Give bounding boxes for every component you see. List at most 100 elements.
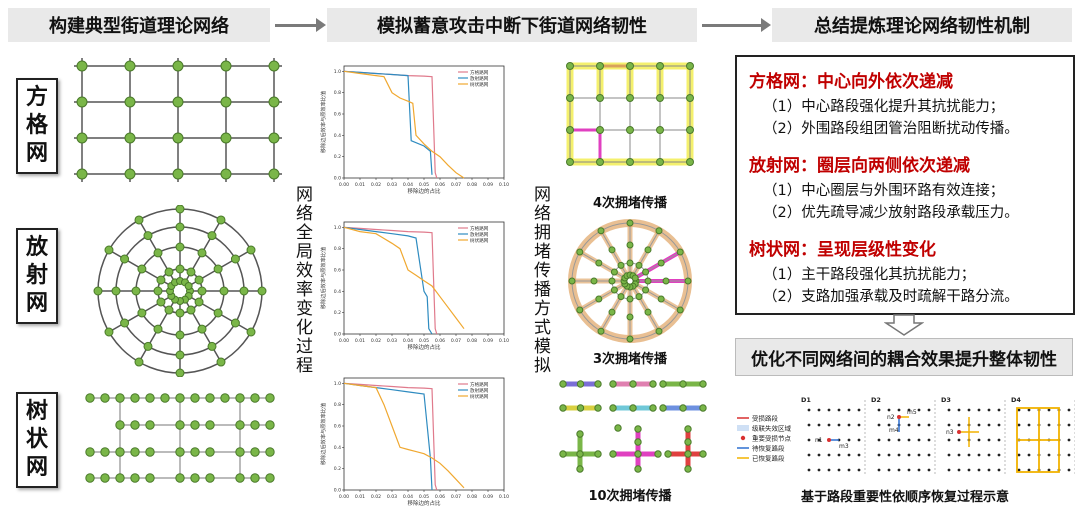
grid-node bbox=[1017, 468, 1021, 472]
tree-mechanism-item-2: （2）支路加强承载及时疏解干路分流。 bbox=[763, 289, 1019, 305]
network-node bbox=[235, 393, 245, 403]
network-node bbox=[566, 158, 574, 166]
x-tick-label: 0.00 bbox=[339, 182, 349, 188]
network-node bbox=[115, 420, 125, 430]
y-tick-label: 0.0 bbox=[334, 332, 341, 338]
network-node bbox=[268, 132, 280, 144]
grid-node bbox=[907, 468, 911, 472]
network-node bbox=[679, 404, 687, 412]
legend-label: 树状路网 bbox=[470, 237, 489, 244]
network-node bbox=[610, 286, 618, 294]
grid-node bbox=[817, 423, 821, 427]
network-node bbox=[120, 318, 130, 328]
network-node bbox=[629, 380, 637, 388]
network-node bbox=[104, 245, 114, 255]
network-node bbox=[684, 465, 692, 473]
network-node bbox=[662, 277, 670, 285]
network-node bbox=[205, 447, 215, 457]
grid-node bbox=[997, 438, 1001, 442]
y-tick-label: 0.0 bbox=[334, 176, 341, 182]
network-node bbox=[609, 380, 617, 388]
x-tick-label: 0.00 bbox=[339, 494, 349, 500]
y-tick-label: 0.4 bbox=[334, 289, 341, 295]
grid-node bbox=[827, 453, 831, 457]
header-left: 构建典型街道理论网络 bbox=[8, 8, 270, 42]
network-node bbox=[250, 420, 260, 430]
radial-mechanism-item-1: （1）中心圈层与外围环路有效连接； bbox=[763, 183, 1005, 199]
plot-frame bbox=[343, 221, 505, 335]
grid-node bbox=[837, 408, 841, 412]
grid-node bbox=[947, 408, 951, 412]
x-tick-label: 0.02 bbox=[371, 338, 381, 344]
series-line-1 bbox=[343, 382, 438, 491]
legend-label: 方格路网 bbox=[470, 381, 489, 388]
header-middle: 模拟蓄意攻击中断下街道网络韧性 bbox=[327, 8, 697, 42]
summary-bar: 优化不同网络间的耦合效果提升整体韧性 bbox=[735, 338, 1073, 376]
grid-node bbox=[857, 453, 861, 457]
x-tick-label: 0.01 bbox=[355, 494, 365, 500]
network-node bbox=[566, 126, 574, 134]
network-node bbox=[684, 277, 692, 285]
x-tick-label: 0.10 bbox=[499, 338, 509, 344]
network-node bbox=[164, 267, 174, 277]
network-node bbox=[655, 327, 663, 335]
network-node bbox=[596, 94, 604, 102]
x-tick-label: 0.04 bbox=[403, 338, 413, 344]
grid-node bbox=[957, 408, 961, 412]
grid-node bbox=[847, 468, 851, 472]
network-node bbox=[684, 425, 692, 433]
series-line-2 bbox=[343, 226, 433, 335]
network-node bbox=[634, 450, 642, 458]
network-node bbox=[268, 168, 280, 180]
network-node bbox=[85, 473, 95, 483]
network-node bbox=[194, 275, 204, 285]
grid-node bbox=[987, 438, 991, 442]
network-node bbox=[172, 60, 184, 72]
grid-mechanism-title: 方格网：中心向外依次递减 bbox=[749, 72, 953, 92]
x-tick-label: 0.09 bbox=[483, 494, 493, 500]
x-tick-label: 0.04 bbox=[403, 182, 413, 188]
network-node bbox=[175, 447, 185, 457]
series-line-3 bbox=[343, 226, 465, 330]
grid-node bbox=[977, 408, 981, 412]
network-node bbox=[100, 473, 110, 483]
grid-node bbox=[927, 408, 931, 412]
radial-mechanism-title: 放射网：圈层向两侧依次递减 bbox=[749, 156, 970, 176]
network-node bbox=[656, 126, 664, 134]
network-node bbox=[220, 132, 232, 144]
grid-node bbox=[997, 408, 1001, 412]
network-node bbox=[568, 277, 576, 285]
network-node bbox=[654, 450, 662, 458]
mechanisms-box: 方格网：中心向外依次递减 （1）中心路段强化提升其抗扰能力； （2）外围路段组团… bbox=[735, 55, 1075, 315]
network-node bbox=[559, 380, 567, 388]
grid-network-label: 方格网 bbox=[16, 78, 58, 174]
network-node bbox=[175, 205, 185, 214]
network-node bbox=[629, 404, 637, 412]
network-node bbox=[644, 277, 652, 285]
legend-label: 树状路网 bbox=[470, 81, 489, 88]
network-node bbox=[608, 308, 616, 316]
x-tick-label: 0.03 bbox=[387, 338, 397, 344]
down-arrow-icon bbox=[884, 314, 924, 336]
efficiency-side-label: 网络全局效率变化过程 bbox=[292, 185, 312, 375]
network-node bbox=[576, 465, 584, 473]
network-node bbox=[268, 96, 280, 108]
grid-node bbox=[1027, 453, 1031, 457]
network-node bbox=[626, 126, 634, 134]
grid-node bbox=[987, 453, 991, 457]
network-node bbox=[559, 404, 567, 412]
network-node bbox=[175, 242, 185, 252]
network-node bbox=[220, 96, 232, 108]
grid-node bbox=[977, 468, 981, 472]
network-node bbox=[594, 450, 602, 458]
y-axis-label: 移除边后效率与原效率比值 bbox=[319, 91, 327, 153]
legend-label: 已恢复路段 bbox=[752, 454, 785, 463]
grid-node bbox=[907, 423, 911, 427]
network-node bbox=[265, 447, 275, 457]
network-node bbox=[197, 324, 207, 334]
network-node bbox=[143, 231, 153, 241]
grid-node bbox=[1017, 423, 1021, 427]
node-label: m5 bbox=[907, 409, 917, 416]
network-node bbox=[186, 305, 196, 315]
network-node bbox=[100, 393, 110, 403]
